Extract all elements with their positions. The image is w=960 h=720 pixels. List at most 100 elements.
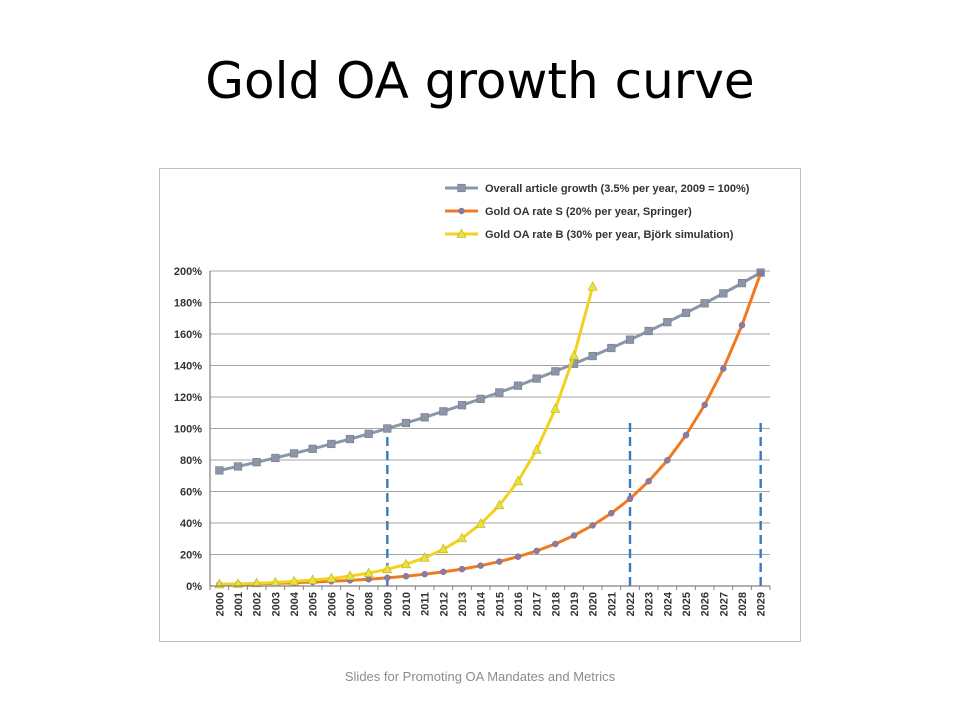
legend: Overall article growth (3.5% per year, 2…: [445, 183, 750, 241]
y-tick-label: 100%: [174, 424, 202, 436]
data-point-square: [383, 424, 392, 433]
data-point-square: [532, 374, 541, 383]
x-tick-label: 2007: [345, 592, 357, 616]
slide-title: Gold OA growth curve: [205, 52, 755, 110]
y-tick-label: 60%: [180, 487, 202, 499]
data-point-triangle: [289, 575, 299, 586]
data-point-square: [401, 418, 411, 428]
x-tick-label: 2014: [476, 591, 488, 616]
data-point-triangle: [475, 518, 486, 528]
data-point-square: [513, 381, 523, 390]
data-point-circle: [720, 365, 727, 372]
data-point-circle: [664, 457, 671, 464]
data-point-triangle: [401, 558, 411, 569]
data-point-square: [551, 367, 560, 376]
data-point-circle: [701, 401, 708, 409]
data-point-square: [345, 434, 355, 444]
axis-lines: [209, 271, 771, 590]
data-point-circle: [496, 558, 503, 565]
chart-frame: 0% 20% 40% 60% 80% 100% 120% 140% 160% 180% 200% 2…: [159, 168, 801, 642]
legend-marker: [457, 183, 466, 193]
legend-label: Overall article growth (3.5% per year, 2…: [485, 183, 750, 195]
data-point-square: [625, 335, 635, 344]
y-tick-label: 20%: [180, 550, 202, 562]
x-tick-label: 2008: [364, 592, 376, 616]
data-point-square: [327, 439, 336, 449]
data-point-circle: [402, 572, 410, 580]
data-point-circle: [514, 553, 522, 560]
data-point-triangle: [531, 444, 542, 454]
data-point-triangle: [587, 281, 598, 291]
x-tick-label: 2003: [270, 592, 282, 616]
legend-label: Gold OA rate B (30% per year, Björk simu…: [485, 229, 734, 241]
data-point-square: [308, 444, 317, 453]
data-point-square: [289, 449, 299, 458]
data-point-square: [457, 401, 467, 410]
data-point-circle: [552, 540, 559, 548]
x-tick-label: 2024: [662, 591, 674, 616]
legend-marker: [458, 207, 465, 215]
x-tick-label: 2016: [513, 592, 525, 616]
data-point-circle: [608, 509, 615, 517]
data-point-square: [420, 413, 429, 422]
x-tick-label: 2022: [625, 592, 637, 616]
data-point-circle: [458, 565, 466, 573]
x-tick-label: 2026: [700, 592, 712, 616]
x-tick-label: 2002: [252, 592, 264, 616]
data-point-circle: [757, 269, 764, 277]
y-tick-label: 180%: [174, 298, 202, 310]
data-point-triangle: [569, 350, 579, 360]
data-point-triangle: [233, 578, 243, 588]
data-point-square: [700, 299, 709, 308]
data-point-triangle: [345, 570, 355, 580]
data-point-square: [215, 466, 224, 475]
y-axis-ticks: 0% 20% 40% 60% 80% 100% 120% 140% 160% 180% 200%: [174, 266, 202, 593]
data-point-square: [607, 343, 616, 353]
x-tick-label: 2012: [438, 592, 450, 616]
data-point-triangle: [494, 499, 505, 510]
data-point-triangle: [419, 552, 430, 562]
y-tick-label: 0%: [186, 581, 202, 593]
x-axis-ticks: 2000 2001 2002 2003 2004 2005 2006 2007 2008 2009…: [214, 591, 767, 616]
data-point-square: [233, 462, 243, 471]
legend-label: Gold OA rate S (20% per year, Springer): [485, 206, 692, 218]
data-point-circle: [738, 321, 746, 329]
data-point-circle: [570, 532, 578, 539]
data-point-triangle: [513, 475, 523, 486]
x-tick-label: 2019: [569, 592, 581, 616]
x-tick-label: 2013: [457, 592, 469, 616]
data-point-triangle: [363, 567, 374, 577]
y-tick-label: 200%: [174, 266, 202, 278]
x-tick-label: 2009: [382, 592, 394, 616]
legend-marker: [456, 228, 467, 238]
data-point-square: [719, 289, 728, 298]
x-tick-label: 2028: [737, 592, 749, 616]
data-point-square: [476, 394, 485, 403]
y-tick-label: 120%: [174, 392, 202, 404]
series-line-triangle: [219, 286, 595, 586]
x-tick-label: 2000: [214, 592, 226, 616]
data-point-circle: [626, 495, 634, 502]
data-point-circle: [384, 574, 391, 582]
x-tick-label: 2004: [289, 591, 301, 616]
y-tick-label: 40%: [180, 518, 202, 530]
data-point-triangle: [251, 577, 262, 588]
x-tick-label: 2006: [326, 592, 338, 616]
data-point-circle: [682, 431, 690, 439]
x-tick-label: 2017: [532, 592, 544, 616]
data-point-circle: [421, 570, 428, 578]
data-point-square: [271, 453, 280, 463]
data-point-triangle: [382, 563, 393, 574]
x-tick-label: 2018: [550, 592, 562, 616]
data-point-triangle: [550, 403, 561, 413]
y-tick-label: 80%: [180, 455, 202, 467]
x-tick-label: 2029: [756, 592, 768, 616]
x-tick-label: 2011: [420, 592, 432, 616]
reference-lines: [386, 422, 762, 586]
x-tick-label: 2021: [606, 592, 618, 616]
data-point-circle: [365, 575, 372, 583]
data-point-square: [252, 458, 261, 467]
x-tick-label: 2005: [308, 592, 320, 616]
x-tick-label: 2010: [401, 592, 413, 616]
data-point-square: [439, 407, 448, 416]
